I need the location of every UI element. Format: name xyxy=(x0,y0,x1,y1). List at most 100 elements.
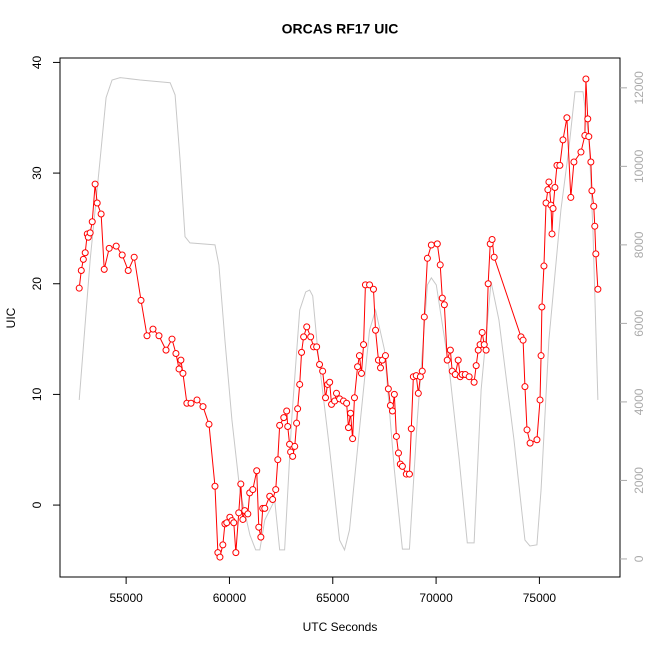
y2-tick-label: 12000 xyxy=(632,71,646,105)
data-point xyxy=(577,148,585,156)
data-point xyxy=(538,303,546,311)
data-point xyxy=(274,456,282,464)
data-point xyxy=(155,332,163,340)
data-point xyxy=(472,362,480,370)
x-tick-label: 65000 xyxy=(316,591,350,605)
data-point xyxy=(77,266,85,274)
data-point xyxy=(199,403,207,411)
data-point xyxy=(100,265,108,273)
data-point xyxy=(381,352,389,360)
data-point xyxy=(349,435,357,443)
data-point xyxy=(347,409,355,417)
data-point xyxy=(294,405,302,413)
data-point xyxy=(545,178,553,186)
data-point xyxy=(300,333,308,341)
data-point xyxy=(488,235,496,243)
data-point xyxy=(536,396,544,404)
x-tick-label: 70000 xyxy=(419,591,453,605)
data-point xyxy=(249,486,257,494)
data-point xyxy=(440,301,448,309)
data-point xyxy=(590,202,598,210)
data-point xyxy=(253,467,261,475)
data-point xyxy=(211,482,219,490)
data-point xyxy=(232,549,240,557)
y-tick-label: 30 xyxy=(30,166,44,180)
data-point xyxy=(293,419,301,427)
data-point xyxy=(230,519,238,527)
data-point xyxy=(112,242,120,250)
x-tick-label: 55000 xyxy=(109,591,143,605)
x-tick-label: 60000 xyxy=(213,591,247,605)
data-point xyxy=(433,240,441,248)
data-point xyxy=(526,439,534,447)
data-point xyxy=(237,480,245,488)
data-point xyxy=(405,470,413,478)
data-point xyxy=(519,336,527,344)
data-point xyxy=(570,158,578,166)
data-point xyxy=(556,161,564,169)
data-point xyxy=(418,367,426,375)
data-point xyxy=(423,254,431,262)
data-point xyxy=(549,204,557,212)
data-point xyxy=(322,394,330,402)
data-point xyxy=(478,328,486,336)
data-point xyxy=(313,343,321,351)
y-axis-label: UIC xyxy=(4,307,18,328)
data-point xyxy=(470,378,478,386)
data-point xyxy=(591,222,599,230)
plot-box xyxy=(59,57,621,578)
data-point xyxy=(354,363,362,371)
data-point xyxy=(307,333,315,341)
data-point xyxy=(537,352,545,360)
data-point xyxy=(357,369,365,377)
data-point xyxy=(187,399,195,407)
data-point xyxy=(587,158,595,166)
data-point xyxy=(584,115,592,123)
data-point xyxy=(130,253,138,261)
data-point xyxy=(551,183,559,191)
data-point xyxy=(438,294,446,302)
data-point xyxy=(384,385,392,393)
data-point xyxy=(446,346,454,354)
data-point xyxy=(523,426,531,434)
data-point xyxy=(390,390,398,398)
data-point xyxy=(377,364,385,372)
data-point xyxy=(592,250,600,258)
data-point xyxy=(394,449,402,457)
data-point xyxy=(296,380,304,388)
data-point xyxy=(407,425,415,433)
data-point xyxy=(81,249,89,257)
data-point xyxy=(343,399,351,407)
data-point xyxy=(298,348,306,356)
data-point xyxy=(443,356,451,364)
data-point xyxy=(86,229,94,237)
y2-tick-label: 0 xyxy=(632,555,646,562)
y2-tick-label: 8000 xyxy=(632,231,646,258)
data-point xyxy=(219,541,227,549)
data-point xyxy=(261,504,269,512)
y-tick-label: 40 xyxy=(30,55,44,69)
data-point xyxy=(454,356,462,364)
data-point xyxy=(269,496,277,504)
data-point xyxy=(490,253,498,261)
data-point xyxy=(369,285,377,293)
data-point xyxy=(563,114,571,122)
data-point xyxy=(414,389,422,397)
data-point xyxy=(484,280,492,288)
data-point xyxy=(216,553,224,561)
data-point xyxy=(276,421,284,429)
data-point xyxy=(283,407,291,415)
x-tick-label: 75000 xyxy=(523,591,557,605)
data-point xyxy=(567,193,575,201)
series-line xyxy=(78,77,599,552)
x-axis-label: UTC Seconds xyxy=(303,620,378,634)
data-point xyxy=(388,407,396,415)
data-point xyxy=(465,373,473,381)
data-point xyxy=(350,394,358,402)
data-point xyxy=(172,349,180,357)
data-point xyxy=(257,533,265,541)
data-point xyxy=(205,420,213,428)
data-point xyxy=(177,356,185,364)
data-point xyxy=(93,199,101,207)
